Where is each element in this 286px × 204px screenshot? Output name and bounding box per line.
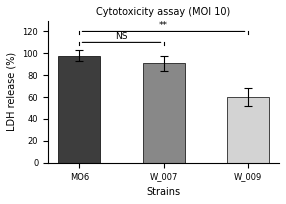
Bar (58, 55, 100, 163)
Bar (227, 97, 269, 163)
Title: Cytotoxicity assay (MOI 10): Cytotoxicity assay (MOI 10) (96, 7, 231, 17)
X-axis label: Strains: Strains (146, 187, 180, 197)
Text: NS: NS (115, 32, 128, 41)
Text: **: ** (159, 21, 168, 30)
Y-axis label: LDH release (%): LDH release (%) (7, 52, 17, 131)
Bar (142, 63, 184, 163)
